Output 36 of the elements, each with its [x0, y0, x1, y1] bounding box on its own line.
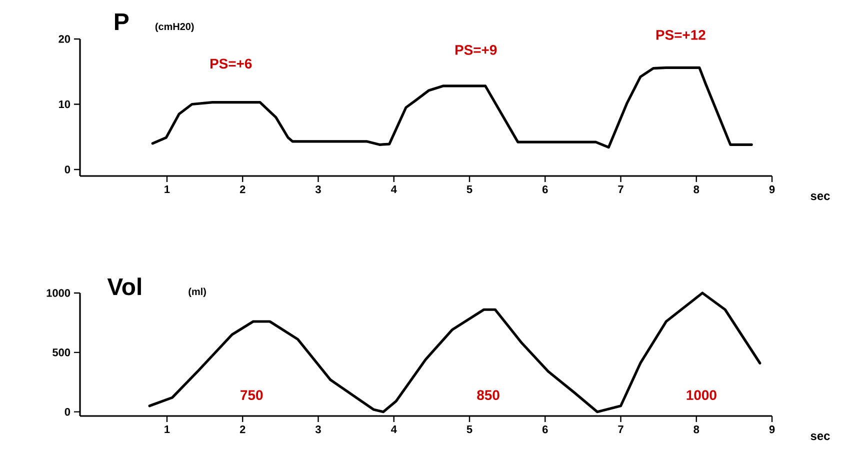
y-tick-label: 500: [52, 348, 70, 356]
y-axis-title: (cmH20): [155, 22, 194, 32]
annotation: 1000: [686, 390, 716, 400]
chart-title: Vol: [107, 278, 141, 296]
chart-title: P: [115, 14, 129, 30]
x-tick-label: 9: [769, 426, 775, 434]
y-axis-title: (ml): [188, 288, 206, 298]
x-tick-label: 8: [694, 186, 700, 194]
x-tick-label: 3: [315, 426, 321, 434]
annotation: 850: [477, 390, 500, 400]
x-tick-label: 1: [164, 426, 170, 434]
y-tick-label: 1000: [46, 289, 70, 297]
y-tick-label: 0: [64, 408, 70, 416]
annotation: PS=+12: [656, 30, 706, 40]
x-tick-label: 8: [694, 426, 700, 434]
annotation: 750: [240, 390, 263, 400]
x-axis-title: sec: [810, 434, 830, 440]
annotation: PS=+9: [455, 45, 497, 55]
x-tick-label: 4: [390, 426, 397, 434]
y-tick-label: 20: [58, 35, 70, 43]
x-tick-label: 5: [466, 186, 472, 194]
x-tick-label: 5: [466, 426, 472, 434]
y-tick-label: 0: [64, 166, 70, 174]
x-tick-label: 3: [315, 186, 321, 194]
x-tick-label: 4: [390, 186, 397, 194]
x-axis-title: sec: [810, 194, 830, 200]
x-tick-label: 7: [618, 426, 624, 434]
x-tick-label: 2: [240, 426, 246, 434]
x-tick-label: 1: [164, 186, 170, 194]
annotation: PS=+6: [210, 58, 252, 69]
x-tick-label: 6: [542, 186, 548, 194]
y-tick-label: 10: [58, 100, 70, 108]
x-tick-label: 6: [542, 426, 548, 434]
x-tick-label: 9: [769, 186, 775, 194]
x-tick-label: 2: [240, 186, 246, 194]
x-tick-label: 7: [618, 186, 624, 194]
